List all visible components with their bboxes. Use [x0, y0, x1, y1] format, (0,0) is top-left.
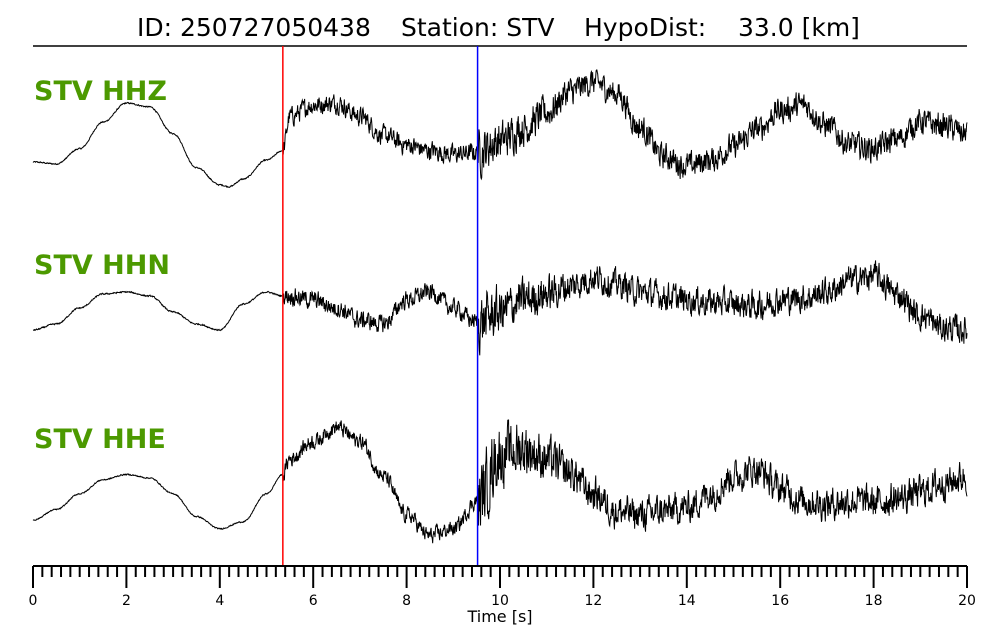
trace-line — [32, 69, 968, 188]
title-station: Station: STV — [401, 13, 555, 42]
picks-group — [282, 46, 479, 566]
x-tick-label: 10 — [491, 593, 509, 609]
trace-line — [32, 419, 968, 544]
channel-labels-group: STV HHZ STV HHN STV HHE — [34, 76, 170, 455]
channel-label: STV HHE — [34, 424, 166, 455]
time-axis: 0 2 4 6 8 10 12 14 16 18 20 — [29, 565, 976, 609]
title-event-id: ID: 250727050438 — [137, 13, 371, 42]
x-tick-label: 6 — [309, 593, 318, 609]
x-tick-label: 4 — [215, 593, 224, 609]
x-tick-label: 18 — [865, 593, 883, 609]
x-tick-label: 8 — [402, 593, 411, 609]
x-tick-label: 20 — [958, 593, 976, 609]
x-tick-label: 16 — [771, 593, 789, 609]
x-tick-label: 2 — [122, 593, 131, 609]
trace-line — [32, 260, 968, 356]
channel-label: STV HHZ — [34, 76, 167, 107]
traces-group — [32, 69, 968, 544]
channel-label: STV HHN — [34, 250, 170, 281]
x-tick-label: 12 — [584, 593, 602, 609]
title-hypodist: HypoDist: 33.0 [km] — [584, 13, 860, 42]
x-tick-label: 14 — [678, 593, 696, 609]
x-tick-label: 0 — [29, 593, 38, 609]
x-axis-label: Time [s] — [466, 607, 532, 626]
